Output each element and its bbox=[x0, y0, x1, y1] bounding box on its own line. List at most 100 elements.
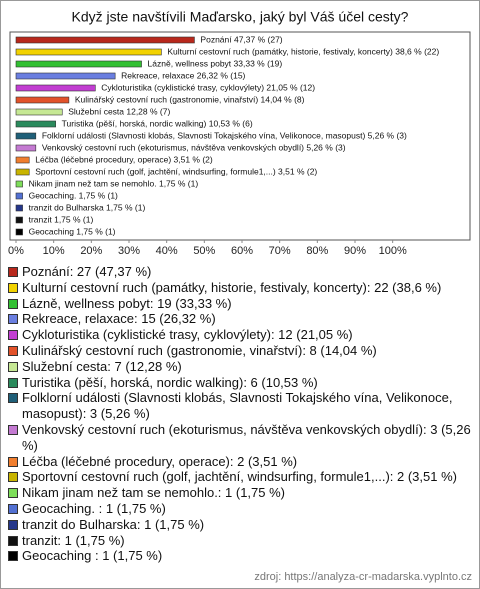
legend-swatch bbox=[8, 519, 18, 530]
legend-label: Nikam jinam než tam se nemohlo.: 1 (1,75… bbox=[22, 485, 285, 501]
legend-label: Rekreace, relaxace: 15 (26,32 %) bbox=[22, 311, 216, 327]
legend-swatch bbox=[8, 282, 18, 293]
legend-item: Léčba (léčebné procedury, operace): 2 (3… bbox=[8, 454, 474, 470]
x-tick-label: 20% bbox=[80, 245, 102, 257]
bar-label: tranzit do Bulharska 1,75 % (1) bbox=[29, 202, 146, 212]
bar bbox=[15, 36, 195, 44]
legend-item: Kulinářský cestovní ruch (gastronomie, v… bbox=[8, 343, 474, 359]
bar-label: Cykloturistika (cyklistické trasy, cyklo… bbox=[101, 82, 315, 92]
x-tick-label: 70% bbox=[269, 245, 291, 257]
bar bbox=[15, 48, 162, 56]
legend-label: Geocaching : 1 (1,75 %) bbox=[22, 548, 163, 564]
legend-label: Turistika (pěší, horská, nordic walking)… bbox=[22, 374, 318, 390]
bar-label: tranzit 1,75 % (1) bbox=[29, 214, 94, 224]
legend-swatch bbox=[8, 330, 18, 341]
bar bbox=[15, 168, 30, 176]
legend: Poznání: 27 (47,37 %) Kulturní cestovní r… bbox=[8, 264, 474, 564]
legend-swatch bbox=[8, 488, 18, 499]
legend-swatch bbox=[8, 298, 18, 309]
x-tick-label: 40% bbox=[156, 245, 178, 257]
bar-label: Geocaching. 1,75 % (1) bbox=[29, 190, 118, 200]
legend-label: Sportovní cestovní ruch (golf, jachtění,… bbox=[22, 469, 457, 485]
bar-label: Kulturní cestovní ruch (památky, histori… bbox=[167, 46, 439, 56]
legend-label: tranzit do Bulharska: 1 (1,75 %) bbox=[22, 516, 205, 532]
legend-item: tranzit do Bulharska: 1 (1,75 %) bbox=[8, 517, 474, 533]
chart: Když jste navštívili Maďarsko, jaký byl … bbox=[8, 9, 471, 257]
x-tick-label: 30% bbox=[118, 245, 140, 257]
bar bbox=[15, 144, 37, 152]
legend-label: Folklorní události (Slavnosti klobás, Sl… bbox=[22, 390, 453, 422]
legend-label: Léčba (léčebné procedury, operace): 2 (3… bbox=[22, 453, 298, 469]
x-tick-label: 80% bbox=[306, 245, 328, 257]
legend-item: Lázně, wellness pobyt: 19 (33,33 %) bbox=[8, 296, 474, 312]
bar-label: Služební cesta 12,28 % (7) bbox=[68, 106, 170, 116]
x-tick-label: 0% bbox=[8, 245, 24, 257]
bar-label: Venkovský cestovní ruch (ekoturismus, ná… bbox=[42, 142, 346, 152]
legend-swatch bbox=[8, 314, 18, 325]
legend-swatch bbox=[8, 551, 18, 562]
legend-label: tranzit: 1 (1,75 %) bbox=[22, 532, 125, 548]
bar bbox=[15, 72, 116, 80]
bar bbox=[15, 84, 96, 92]
legend-item: Sportovní cestovní ruch (golf, jachtění,… bbox=[8, 469, 474, 485]
bar bbox=[15, 180, 23, 188]
bar bbox=[15, 96, 70, 104]
bar bbox=[15, 156, 30, 164]
legend-swatch bbox=[8, 472, 18, 483]
legend-label: Lázně, wellness pobyt: 19 (33,33 %) bbox=[22, 295, 232, 311]
source: zdroj: https://analyza-cr-madarska.vypln… bbox=[254, 571, 472, 583]
legend-label: Cykloturistika (cyklistické trasy, cyklo… bbox=[22, 327, 353, 343]
legend-item: Geocaching. : 1 (1,75 %) bbox=[8, 501, 474, 517]
legend-item: tranzit: 1 (1,75 %) bbox=[8, 533, 474, 549]
legend-item: Folklorní události (Slavnosti klobás, Sl… bbox=[8, 390, 474, 422]
bar bbox=[15, 108, 63, 116]
legend-swatch bbox=[8, 393, 18, 404]
bar-label: Rekreace, relaxace 26,32 % (15) bbox=[121, 70, 245, 80]
x-tick-label: 60% bbox=[231, 245, 253, 257]
bar-label: Kulinářský cestovní ruch (gastronomie, v… bbox=[75, 94, 305, 104]
legend-swatch bbox=[8, 377, 18, 388]
legend-item: Služební cesta: 7 (12,28 %) bbox=[8, 359, 474, 375]
legend-swatch bbox=[8, 424, 18, 435]
legend-item: Kulturní cestovní ruch (památky, histori… bbox=[8, 280, 474, 296]
bar-label: Lázně, wellness pobyt 33,33 % (19) bbox=[148, 58, 283, 68]
bar-label: Geocaching 1,75 % (1) bbox=[29, 226, 116, 236]
bar bbox=[15, 204, 23, 212]
bar bbox=[15, 132, 37, 140]
x-tick-label: 90% bbox=[344, 245, 366, 257]
legend-item: Nikam jinam než tam se nemohlo.: 1 (1,75… bbox=[8, 485, 474, 501]
legend-item: Rekreace, relaxace: 15 (26,32 %) bbox=[8, 311, 474, 327]
bar bbox=[15, 228, 23, 236]
legend-item: Geocaching : 1 (1,75 %) bbox=[8, 548, 474, 564]
bar-label: Léčba (léčebné procedury, operace) 3,51 … bbox=[35, 154, 213, 164]
legend-item: Cykloturistika (cyklistické trasy, cyklo… bbox=[8, 327, 474, 343]
chart-title: Když jste navštívili Maďarsko, jaký byl … bbox=[72, 9, 409, 25]
bar bbox=[15, 216, 23, 224]
legend-label: Geocaching. : 1 (1,75 %) bbox=[22, 500, 166, 516]
legend-label: Služební cesta: 7 (12,28 %) bbox=[22, 358, 182, 374]
legend-item: Poznání: 27 (47,37 %) bbox=[8, 264, 474, 280]
legend-label: Kulturní cestovní ruch (památky, histori… bbox=[22, 279, 442, 295]
legend-swatch bbox=[8, 361, 18, 372]
bar-label: Poznání 47,37 % (27) bbox=[200, 34, 282, 44]
legend-swatch bbox=[8, 345, 18, 356]
legend-label: Venkovský cestovní ruch (ekoturismus, ná… bbox=[22, 421, 471, 453]
bar bbox=[15, 192, 23, 200]
x-tick-label: 10% bbox=[43, 245, 65, 257]
x-tick-label: 100% bbox=[379, 245, 407, 257]
bar-label: Nikam jinam než tam se nemohlo. 1,75 % (… bbox=[29, 178, 199, 188]
legend-item: Turistika (pěší, horská, nordic walking)… bbox=[8, 375, 474, 391]
legend-swatch bbox=[8, 267, 18, 277]
bar-label: Turistika (pěší, horská, nordic walking)… bbox=[62, 118, 253, 128]
bar-label: Sportovní cestovní ruch (golf, jachtění,… bbox=[35, 166, 317, 176]
legend-item: Venkovský cestovní ruch (ekoturismus, ná… bbox=[8, 422, 474, 454]
legend-swatch bbox=[8, 503, 18, 514]
bar bbox=[15, 60, 142, 68]
legend-label: Poznání: 27 (47,37 %) bbox=[22, 264, 152, 279]
legend-swatch bbox=[8, 535, 18, 546]
x-tick-label: 50% bbox=[193, 245, 215, 257]
legend-swatch bbox=[8, 456, 18, 467]
bar bbox=[15, 120, 56, 128]
legend-label: Kulinářský cestovní ruch (gastronomie, v… bbox=[22, 342, 377, 358]
bar-label: Folklorní události (Slavnosti klobás, Sl… bbox=[42, 130, 407, 140]
